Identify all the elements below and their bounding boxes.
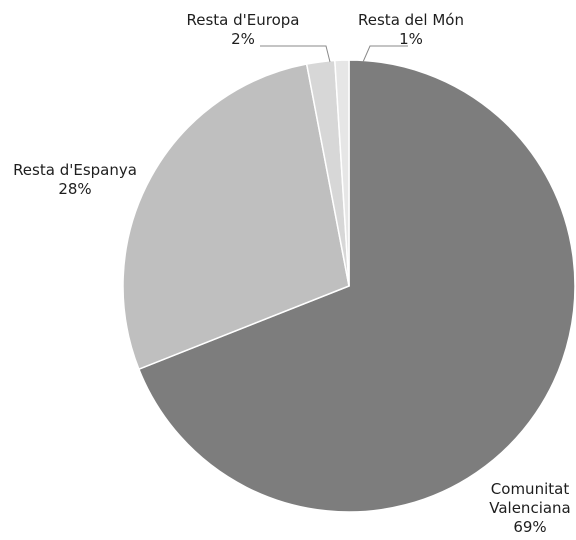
pie-slices: [122, 59, 576, 513]
slice-name-label: Resta d'Europa: [187, 11, 300, 29]
slice-name-label: Resta del Món: [358, 11, 464, 29]
slice-label-resta-mon: Resta del Món 1%: [358, 11, 464, 48]
slice-resta-mon: [334, 59, 350, 287]
slice-comunitat-valenciana: [137, 59, 576, 513]
slice-resta-espanya: [122, 63, 350, 371]
slice-name-label: Comunitat: [491, 480, 570, 498]
leader-line-resta-europa: [260, 45, 331, 63]
slice-label-resta-europa: Resta d'Europa 2%: [187, 11, 300, 48]
slice-value-label: 1%: [399, 30, 423, 48]
leader-lines: [260, 45, 408, 63]
slice-name-label: Valenciana: [489, 499, 571, 517]
slice-value-label: 28%: [58, 180, 91, 198]
slice-value-label: 69%: [513, 518, 546, 536]
slice-labels: Comunitat Valenciana 69% Resta d'Espanya 28%…: [13, 11, 571, 536]
slice-label-resta-espanya: Resta d'Espanya 28%: [13, 161, 137, 198]
leader-line-resta-mon: [362, 45, 408, 63]
slice-value-label: 2%: [231, 30, 255, 48]
slice-label-comunitat-valenciana: Comunitat Valenciana 69%: [489, 480, 571, 536]
slice-name-label: Resta d'Espanya: [13, 161, 137, 179]
